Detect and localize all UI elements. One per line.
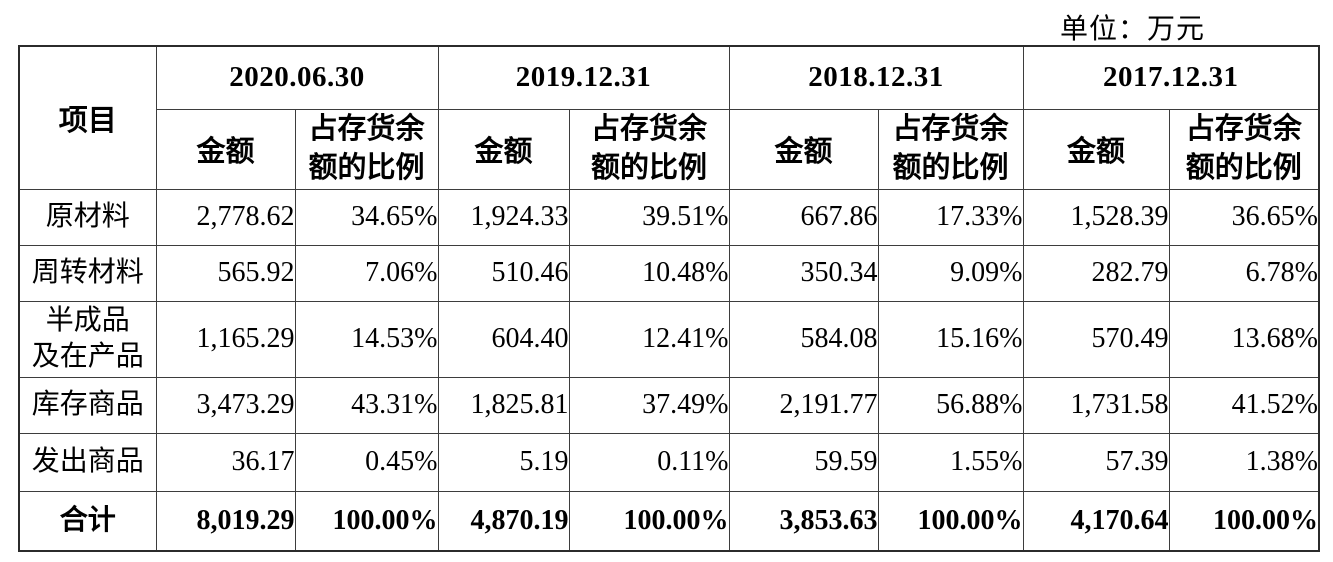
ratio-cell: 12.41%	[568, 300, 730, 378]
table-row-goods-in-transit: 发出商品 36.17 0.45% 5.19 0.11% 59.59 1.55% …	[18, 432, 1320, 492]
row-item-label: 半成品 及在产品	[18, 300, 157, 378]
ratio-cell: 6.78%	[1168, 244, 1320, 302]
ratio-cell: 1.38%	[1168, 432, 1320, 492]
period-header-2020-06-30: 2020.06.30	[155, 45, 439, 110]
amount-header: 金额	[728, 108, 879, 190]
amount-cell: 4,870.19	[437, 490, 570, 552]
table-row-turnover-materials: 周转材料 565.92 7.06% 510.46 10.48% 350.34 9…	[18, 244, 1320, 302]
amount-cell: 36.17	[155, 432, 296, 492]
table-row-semi-finished-and-wip: 半成品 及在产品 1,165.29 14.53% 604.40 12.41% 5…	[18, 300, 1320, 378]
ratio-cell: 14.53%	[294, 300, 439, 378]
header-row-periods: 项目 2020.06.30 2019.12.31 2018.12.31 2017…	[18, 45, 1320, 190]
ratio-header: 占存货余额的比例	[294, 108, 439, 190]
amount-cell: 350.34	[728, 244, 879, 302]
ratio-header-text: 占存货余额的比例	[590, 112, 707, 184]
period-header-2017-12-31: 2017.12.31	[1022, 45, 1320, 110]
table-row-finished-goods: 库存商品 3,473.29 43.31% 1,825.81 37.49% 2,1…	[18, 376, 1320, 434]
ratio-header: 占存货余额的比例	[1168, 108, 1320, 190]
ratio-header-text: 占存货余额的比例	[308, 112, 425, 184]
ratio-header-text: 占存货余额的比例	[1185, 112, 1302, 184]
table-row-raw-materials: 原材料 2,778.62 34.65% 1,924.33 39.51% 667.…	[18, 188, 1320, 246]
ratio-cell: 0.11%	[568, 432, 730, 492]
ratio-cell: 43.31%	[294, 376, 439, 434]
ratio-cell: 56.88%	[877, 376, 1024, 434]
row-item-label: 周转材料	[18, 244, 157, 302]
ratio-cell: 34.65%	[294, 188, 439, 246]
amount-cell: 59.59	[728, 432, 879, 492]
ratio-cell: 1.55%	[877, 432, 1024, 492]
amount-cell: 510.46	[437, 244, 570, 302]
amount-cell: 667.86	[728, 188, 879, 246]
ratio-cell: 9.09%	[877, 244, 1024, 302]
amount-cell: 1,528.39	[1022, 188, 1170, 246]
amount-cell: 2,778.62	[155, 188, 296, 246]
amount-cell: 5.19	[437, 432, 570, 492]
ratio-cell: 15.16%	[877, 300, 1024, 378]
inventory-composition-table: 项目 2020.06.30 2019.12.31 2018.12.31 2017…	[18, 45, 1320, 552]
ratio-header: 占存货余额的比例	[877, 108, 1024, 190]
ratio-cell: 36.65%	[1168, 188, 1320, 246]
ratio-header-text: 占存货余额的比例	[892, 112, 1009, 184]
ratio-cell: 100.00%	[877, 490, 1024, 552]
amount-cell: 1,165.29	[155, 300, 296, 378]
amount-header: 金额	[437, 108, 570, 190]
amount-cell: 282.79	[1022, 244, 1170, 302]
ratio-cell: 39.51%	[568, 188, 730, 246]
ratio-cell: 10.48%	[568, 244, 730, 302]
unit-label: 单位：万元	[1059, 14, 1205, 45]
ratio-cell: 100.00%	[294, 490, 439, 552]
amount-cell: 4,170.64	[1022, 490, 1170, 552]
total-row-label: 合计	[18, 490, 157, 552]
row-item-label: 原材料	[18, 188, 157, 246]
amount-cell: 570.49	[1022, 300, 1170, 378]
table-row-total: 合计 8,019.29 100.00% 4,870.19 100.00% 3,8…	[18, 490, 1320, 552]
ratio-cell: 13.68%	[1168, 300, 1320, 378]
ratio-cell: 7.06%	[294, 244, 439, 302]
ratio-cell: 41.52%	[1168, 376, 1320, 434]
amount-cell: 565.92	[155, 244, 296, 302]
amount-cell: 3,473.29	[155, 376, 296, 434]
amount-cell: 3,853.63	[728, 490, 879, 552]
amount-cell: 584.08	[728, 300, 879, 378]
amount-header: 金额	[1022, 108, 1170, 190]
amount-cell: 1,924.33	[437, 188, 570, 246]
ratio-cell: 37.49%	[568, 376, 730, 434]
row-item-label: 发出商品	[18, 432, 157, 492]
item-column-header: 项目	[18, 45, 157, 190]
amount-cell: 604.40	[437, 300, 570, 378]
amount-cell: 8,019.29	[155, 490, 296, 552]
ratio-header: 占存货余额的比例	[568, 108, 730, 190]
amount-cell: 2,191.77	[728, 376, 879, 434]
ratio-cell: 100.00%	[1168, 490, 1320, 552]
amount-header: 金额	[155, 108, 296, 190]
header-row-measures: 金额 占存货余额的比例 金额 占存货余额的比例 金额 占存货余额的比例 金额 占…	[19, 108, 1320, 190]
amount-cell: 1,825.81	[437, 376, 570, 434]
ratio-cell: 0.45%	[294, 432, 439, 492]
ratio-cell: 100.00%	[568, 490, 730, 552]
period-header-2019-12-31: 2019.12.31	[437, 45, 730, 110]
ratio-cell: 17.33%	[877, 188, 1024, 246]
row-item-label: 库存商品	[18, 376, 157, 434]
amount-cell: 57.39	[1022, 432, 1170, 492]
amount-cell: 1,731.58	[1022, 376, 1170, 434]
period-header-2018-12-31: 2018.12.31	[728, 45, 1024, 110]
